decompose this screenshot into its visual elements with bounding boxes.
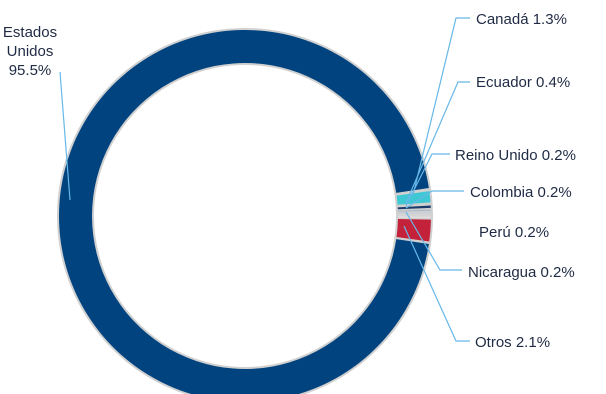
slice-reino-unido bbox=[397, 209, 431, 212]
leader-line-reino-unido bbox=[405, 153, 450, 207]
label-canada: Canadá 1.3% bbox=[476, 11, 567, 28]
slice-nicaragua bbox=[397, 216, 431, 218]
leader-line-ecuador bbox=[405, 81, 470, 204]
label-reino-unido: Reino Unido 0.2% bbox=[455, 147, 576, 164]
label-ecuador: Ecuador 0.4% bbox=[476, 74, 570, 91]
leader-lines bbox=[59, 17, 470, 342]
leader-line-colombia bbox=[405, 190, 464, 209]
label-peru: Perú 0.2% bbox=[479, 224, 549, 241]
leader-line-canada bbox=[412, 17, 470, 196]
slice-peru bbox=[397, 214, 431, 216]
slice-labels: Estados Unidos 95.5% Canadá 1.3% Ecuador 0.4… bbox=[3, 11, 576, 351]
slice-estados-unidos bbox=[59, 30, 429, 394]
label-nicaragua: Nicaragua 0.2% bbox=[468, 264, 575, 281]
leader-line-estados-unidos bbox=[59, 71, 71, 201]
label-otros: Otros 2.1% bbox=[475, 334, 550, 351]
label-colombia: Colombia 0.2% bbox=[470, 184, 572, 201]
slice-otros bbox=[396, 218, 431, 242]
leader-line-otros bbox=[403, 225, 470, 342]
slice-ecuador bbox=[397, 205, 431, 210]
slice-canada bbox=[396, 191, 431, 205]
label-estados-unidos: Estados Unidos 95.5% bbox=[3, 24, 57, 79]
donut-ring bbox=[57, 28, 433, 394]
leader-line-nicaragua bbox=[405, 211, 462, 271]
